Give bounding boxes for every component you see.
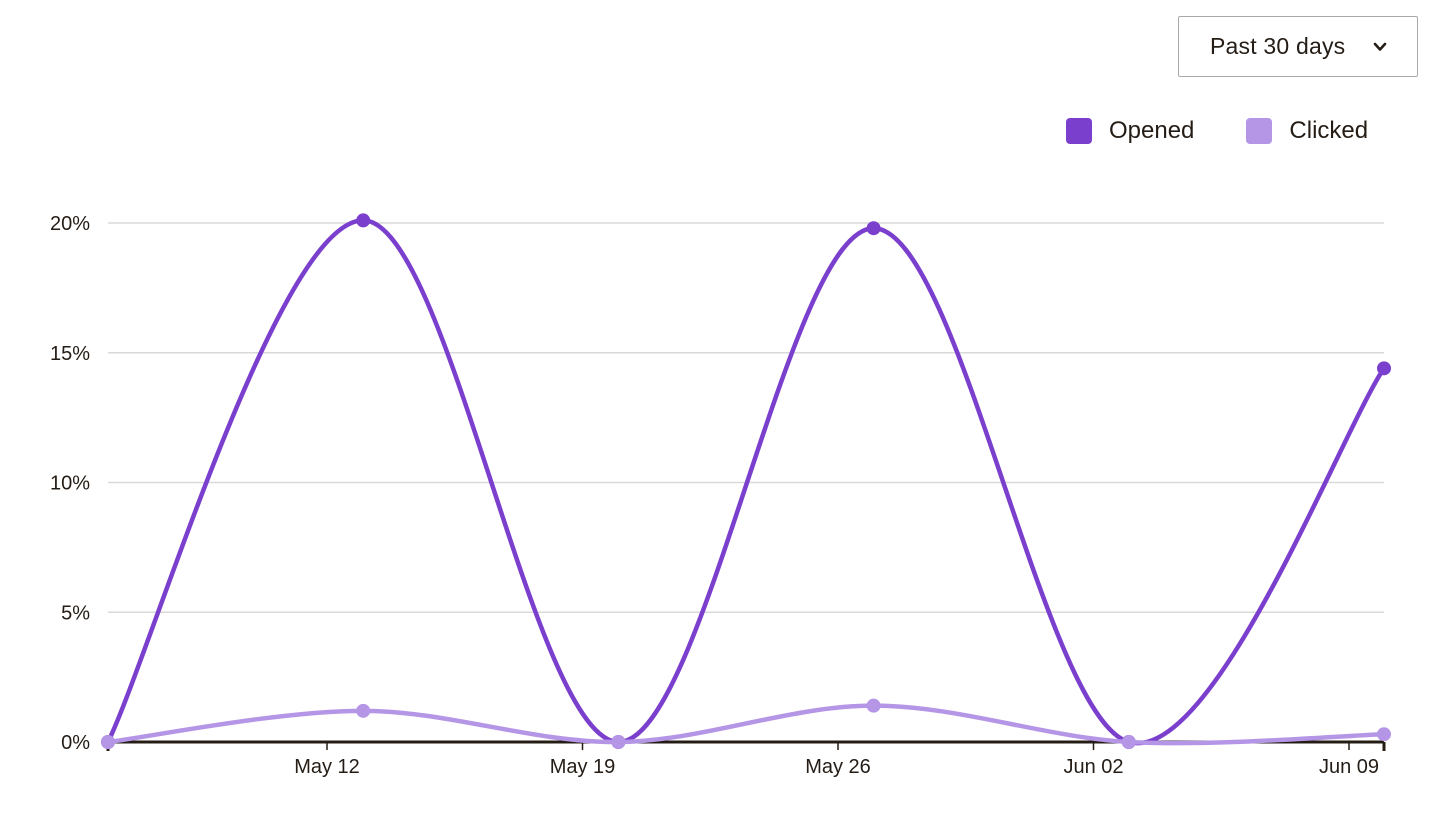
data-point-opened[interactable] bbox=[1377, 361, 1391, 376]
x-tick-label: May 12 bbox=[294, 756, 360, 778]
y-tick-label: 20% bbox=[50, 213, 90, 235]
date-range-dropdown[interactable]: Past 30 days bbox=[1178, 16, 1418, 77]
y-tick-label: 10% bbox=[50, 473, 90, 495]
data-point-clicked[interactable] bbox=[1377, 727, 1391, 742]
legend-item-opened[interactable]: Opened bbox=[1066, 117, 1194, 145]
date-range-label: Past 30 days bbox=[1210, 33, 1346, 59]
legend-label-clicked: Clicked bbox=[1289, 117, 1369, 144]
y-tick-label: 0% bbox=[61, 732, 90, 754]
data-point-clicked[interactable] bbox=[101, 735, 115, 749]
data-point-clicked[interactable] bbox=[356, 703, 371, 718]
chevron-down-icon bbox=[1373, 42, 1387, 51]
x-tick-label: Jun 09 bbox=[1319, 756, 1379, 778]
y-tick-label: 15% bbox=[50, 343, 90, 365]
data-point-clicked[interactable] bbox=[866, 698, 881, 713]
series-line-clicked bbox=[105, 703, 1387, 746]
data-point-opened[interactable] bbox=[866, 221, 881, 236]
x-tick-label: Jun 02 bbox=[1063, 756, 1123, 778]
data-point-clicked[interactable] bbox=[611, 735, 626, 749]
x-tick-label: May 19 bbox=[550, 756, 616, 778]
legend-swatch-clicked bbox=[1246, 118, 1273, 144]
x-tick-label: May 26 bbox=[805, 756, 871, 778]
data-point-opened[interactable] bbox=[356, 213, 371, 228]
legend-swatch-opened bbox=[1066, 118, 1092, 144]
y-tick-label: 5% bbox=[61, 602, 90, 624]
chart-legend: Opened Clicked bbox=[1066, 117, 1368, 145]
data-point-clicked[interactable] bbox=[1121, 735, 1136, 749]
legend-item-clicked[interactable]: Clicked bbox=[1246, 117, 1368, 145]
legend-label-opened: Opened bbox=[1109, 117, 1195, 144]
